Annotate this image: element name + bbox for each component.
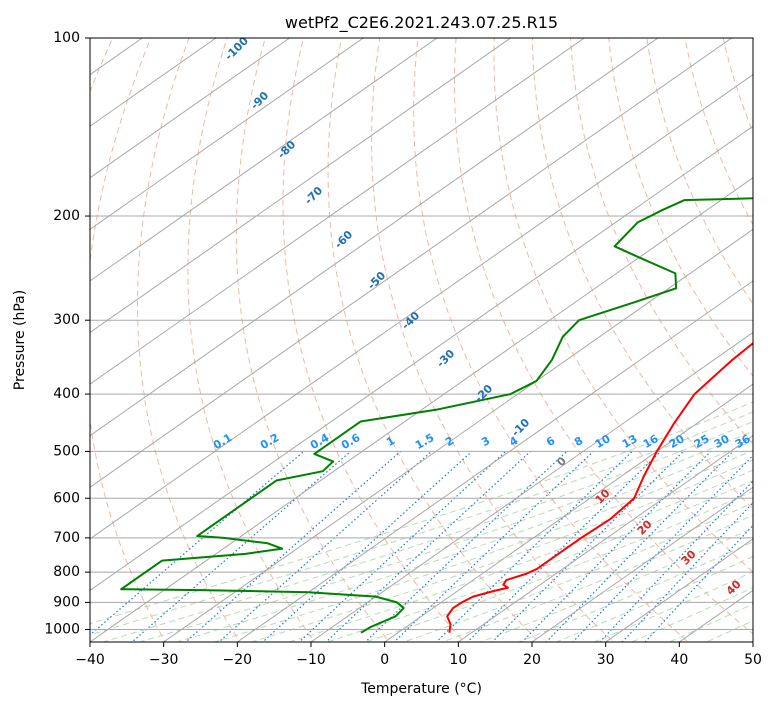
isotherm-line: [0, 38, 69, 642]
mixing-ratio-label: 13: [620, 432, 640, 451]
isotherm-line: [679, 38, 775, 642]
mixing-ratio-label: 3: [479, 434, 492, 449]
mixing-ratio-label: 8: [572, 434, 585, 449]
moist-adiabat: [369, 38, 775, 654]
mixing-ratio-label: 2: [443, 434, 456, 449]
dry-adiabat-label: -50: [365, 269, 388, 292]
x-tick-label: 30: [597, 652, 615, 668]
mixing-ratio-line: [172, 451, 400, 654]
isotherm-line: [532, 38, 775, 642]
dry-adiabat: [85, 13, 172, 654]
y-axis-title: Pressure (hPa): [12, 290, 28, 390]
isotherm-line: [164, 38, 775, 642]
mixing-ratio-line: [118, 451, 350, 654]
moist-adiabat: [566, 38, 775, 654]
mixing-ratio-label: 25: [692, 432, 712, 451]
mixing-ratio-label: 0.4: [308, 431, 332, 452]
y-tick-label: 800: [53, 564, 80, 580]
dry-adiabat-label: 40: [724, 577, 744, 597]
mixing-ratio-line: [68, 451, 304, 654]
moist-adiabat: [329, 38, 775, 654]
dry-adiabat-label: 30: [679, 547, 699, 567]
y-tick-label: 900: [53, 594, 80, 610]
moist-adiabat: [527, 38, 775, 654]
x-tick-label: −20: [223, 652, 253, 668]
isotherm-line: [458, 38, 775, 642]
dry-adiabat: [30, 13, 124, 654]
mixing-ratio-label: 0.2: [258, 431, 281, 452]
dry-adiabat-label: -70: [302, 184, 325, 207]
dry-adiabat-label: -30: [434, 347, 457, 370]
y-tick-label: 100: [53, 30, 80, 46]
isotherm-line: [0, 38, 511, 642]
x-tick-label: −30: [149, 652, 179, 668]
isotherm-line: [385, 38, 775, 642]
isotherm-line: [753, 38, 775, 642]
x-tick-label: 50: [744, 652, 762, 668]
isotherm-line: [0, 38, 216, 642]
isotherm-line: [237, 38, 775, 642]
moist-adiabat: [0, 38, 775, 654]
dry-adiabat-label: -80: [275, 138, 298, 161]
y-tick-label: 500: [53, 443, 80, 459]
dewpoint-profile: [121, 38, 775, 633]
dry-adiabat-label: -40: [399, 309, 422, 332]
isotherm-line: [0, 38, 732, 642]
x-tick-label: 10: [449, 652, 467, 668]
x-tick-label: 0: [380, 652, 389, 668]
mixing-ratio-label: 6: [544, 434, 557, 449]
dry-adiabat: [372, 13, 627, 654]
dry-adiabat: [328, 13, 551, 654]
mixing-ratio-line: [634, 451, 775, 654]
x-tick-label: −40: [75, 652, 105, 668]
mixing-ratio-line: [313, 451, 530, 654]
isotherm-line: [0, 38, 363, 642]
mixing-ratio-line: [353, 451, 567, 654]
isotherm-line: [0, 38, 290, 642]
mixing-ratio-label: 1.5: [413, 431, 436, 452]
temperature-profile: [447, 38, 775, 633]
plot-frame: [90, 38, 753, 642]
y-tick-label: 300: [53, 312, 80, 328]
dry-adiabat-label: 0: [554, 454, 569, 469]
dry-adiabat-label: 10: [593, 486, 613, 506]
moist-adiabat: [64, 38, 775, 654]
mixing-ratio-label: 30: [712, 432, 732, 451]
moist-adiabat: [680, 38, 775, 654]
isotherm-line: [0, 38, 658, 642]
dry-adiabat: [755, 13, 775, 654]
moist-adiabat: [290, 38, 775, 654]
mixing-ratio-label: 10: [593, 432, 613, 451]
y-tick-label: 400: [53, 386, 80, 402]
moist-adiabat: [488, 38, 775, 654]
dry-adiabat-label: -60: [332, 228, 355, 251]
moist-adiabat: [449, 38, 775, 654]
isotherm-line: [0, 38, 584, 642]
y-tick-label: 600: [53, 490, 80, 506]
y-tick-label: 200: [53, 208, 80, 224]
dry-adiabat: [644, 13, 775, 654]
x-tick-label: 40: [670, 652, 688, 668]
y-tick-label: 1000: [44, 621, 80, 637]
x-tick-label: 20: [523, 652, 541, 668]
chart-title: wetPf2_C2E6.2021.243.07.25.R15: [285, 13, 558, 33]
moist-adiabat: [643, 38, 775, 654]
y-tick-label: 700: [53, 530, 80, 546]
x-axis-title: Temperature (°C): [360, 681, 482, 697]
x-tick-label: −10: [296, 652, 326, 668]
